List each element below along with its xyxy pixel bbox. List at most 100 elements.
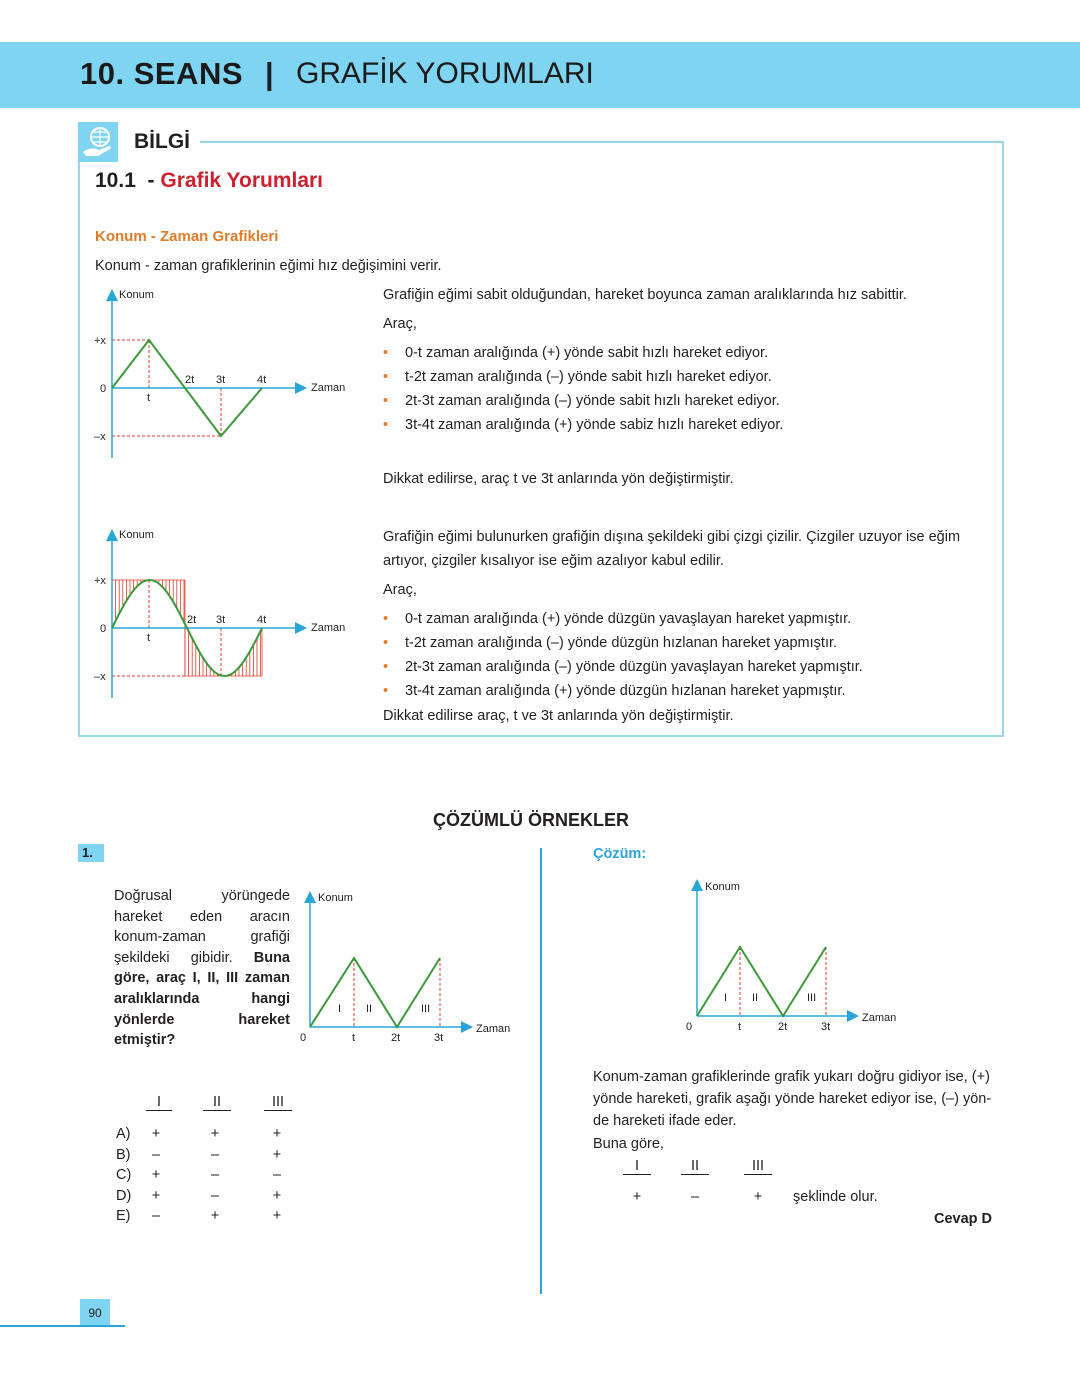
svg-text:I: I xyxy=(724,992,727,1004)
block2-lead-2: artıyor, çizgiler kısalıyor ise eğim aza… xyxy=(383,553,724,569)
bullet: 2t-3t zaman aralığında (–) yönde sabit h… xyxy=(383,393,780,409)
option-cell: – xyxy=(151,1146,161,1163)
solution-label: Çözüm: xyxy=(593,846,647,862)
svg-text:–x: –x xyxy=(94,671,106,683)
y-axis-label: Konum xyxy=(119,289,154,301)
solution-sign: – xyxy=(690,1189,700,1205)
svg-text:3t: 3t xyxy=(821,1021,830,1033)
svg-text:II: II xyxy=(752,992,758,1004)
option-cell: + xyxy=(272,1187,282,1204)
svg-text:Zaman: Zaman xyxy=(311,622,345,634)
info-badge: BİLGİ xyxy=(134,130,190,153)
session-title: GRAFİK YORUMLARI xyxy=(296,57,594,90)
svg-text:I: I xyxy=(338,1003,341,1015)
svg-text:III: III xyxy=(421,1003,430,1015)
svg-text:0: 0 xyxy=(100,383,106,395)
option-cell: + xyxy=(272,1126,282,1142)
svg-text:t: t xyxy=(352,1032,355,1044)
solution-suffix: şeklinde olur. xyxy=(793,1189,878,1205)
section-title: Grafik Yorumları xyxy=(160,169,324,192)
sine-graph: Konum Zaman +x 0 –x t 2t 3t 4t xyxy=(94,529,345,698)
solution-sign: + xyxy=(753,1189,763,1205)
svg-text:II: II xyxy=(366,1003,372,1015)
bullet: 2t-3t zaman aralığında (–) yönde düzgün … xyxy=(383,659,863,675)
svg-text:3t: 3t xyxy=(216,374,225,386)
option-cell: – xyxy=(272,1167,282,1184)
solution-text: de hareketi ifade eder. xyxy=(593,1113,737,1129)
svg-text:Konum: Konum xyxy=(705,881,740,893)
svg-text:Konum: Konum xyxy=(318,892,353,904)
option-cell: – xyxy=(210,1167,220,1184)
block1-arac: Araç, xyxy=(383,316,417,332)
solution-buna: Buna göre, xyxy=(593,1136,664,1152)
option-cell: A) xyxy=(116,1126,131,1142)
svg-text:+x: +x xyxy=(94,575,106,587)
solution-col: I xyxy=(623,1158,651,1175)
solution-sign: + xyxy=(632,1189,642,1205)
svg-text:III: III xyxy=(807,992,816,1004)
bullet: 3t-4t zaman aralığında (+) yönde sabiz h… xyxy=(383,417,783,433)
option-cell: – xyxy=(210,1146,220,1163)
option-cell: E) xyxy=(116,1208,131,1225)
option-cell: – xyxy=(151,1208,161,1225)
svg-text:+x: +x xyxy=(94,335,106,347)
solution-col: III xyxy=(744,1158,772,1175)
block2-arac: Araç, xyxy=(383,582,417,598)
bullet: 0-t zaman aralığında (+) yönde sabit hız… xyxy=(383,345,768,361)
session-header: 10. SEANS | GRAFİK YORUMLARI xyxy=(0,42,1080,108)
solution-col: II xyxy=(681,1158,709,1175)
answer-label: Cevap D xyxy=(934,1211,993,1227)
block1-lead: Grafiğin eğimi sabit olduğundan, hareket… xyxy=(383,287,907,303)
info-box xyxy=(78,141,1004,737)
question-text: Doğrusal yörüngede hareket eden aracın k… xyxy=(114,888,290,1049)
solution-text: Konum-zaman grafiklerinde grafik yukarı … xyxy=(593,1069,990,1085)
solution-graph: Konum Zaman 0 t 2t 3t I II III xyxy=(686,879,896,1033)
option-cell: + xyxy=(151,1126,161,1142)
page-number: 90 xyxy=(80,1299,110,1325)
globe-hand-icon xyxy=(78,122,118,162)
option-cell: + xyxy=(272,1146,282,1163)
section-number: 10.1 xyxy=(95,169,136,192)
option-cell: C) xyxy=(116,1167,132,1184)
svg-text:2t: 2t xyxy=(778,1021,787,1033)
option-cell: + xyxy=(151,1187,161,1204)
examples-heading: ÇÖZÜMLÜ ÖRNEKLER xyxy=(433,810,629,830)
svg-text:4t: 4t xyxy=(257,614,266,626)
subtitle: Konum - Zaman Grafikleri xyxy=(95,228,279,245)
question-number: 1. xyxy=(78,844,104,862)
svg-text:t: t xyxy=(147,632,150,644)
svg-text:Konum: Konum xyxy=(119,529,154,541)
option-cell: + xyxy=(151,1167,161,1184)
section-dash: - xyxy=(147,169,155,192)
triangle-graph: Konum Zaman +x 0 –x t 2t 3t 4t xyxy=(94,289,345,458)
option-cell: + xyxy=(210,1208,220,1225)
option-cell: B) xyxy=(116,1146,131,1163)
svg-text:0: 0 xyxy=(300,1032,306,1044)
bullet: 0-t zaman aralığında (+) yönde düzgün ya… xyxy=(383,611,851,627)
svg-text:2t: 2t xyxy=(187,614,196,626)
bullet: t-2t zaman aralığında (–) yönde düzgün h… xyxy=(383,635,837,651)
svg-text:3t: 3t xyxy=(434,1032,443,1044)
option-cell: + xyxy=(272,1208,282,1225)
intro-text: Konum - zaman grafiklerinin eğimi hız de… xyxy=(95,258,442,274)
svg-text:Zaman: Zaman xyxy=(476,1023,510,1035)
svg-text:t: t xyxy=(738,1021,741,1033)
info-box-top-border xyxy=(200,141,1002,143)
svg-text:3t: 3t xyxy=(216,614,225,626)
bullet: 3t-4t zaman aralığında (+) yönde düzgün … xyxy=(383,683,846,699)
svg-text:0: 0 xyxy=(100,623,106,635)
svg-text:Zaman: Zaman xyxy=(862,1012,896,1024)
question-graph: Konum Zaman 0 t 2t 3t I II III xyxy=(300,891,510,1044)
block1-note: Dikkat edilirse, araç t ve 3t anlarında … xyxy=(383,471,734,487)
svg-text:2t: 2t xyxy=(185,374,194,386)
option-cell: – xyxy=(210,1187,220,1204)
svg-text:2t: 2t xyxy=(391,1032,400,1044)
solution-text: yönde hareketi, grafik aşağı yönde harek… xyxy=(593,1091,992,1107)
bullet: t-2t zaman aralığında (–) yönde sabit hı… xyxy=(383,369,772,385)
x-axis-label: Zaman xyxy=(311,382,345,394)
page-footer-line xyxy=(0,1325,125,1327)
svg-text:t: t xyxy=(147,392,150,404)
session-number: 10. SEANS xyxy=(80,56,244,91)
